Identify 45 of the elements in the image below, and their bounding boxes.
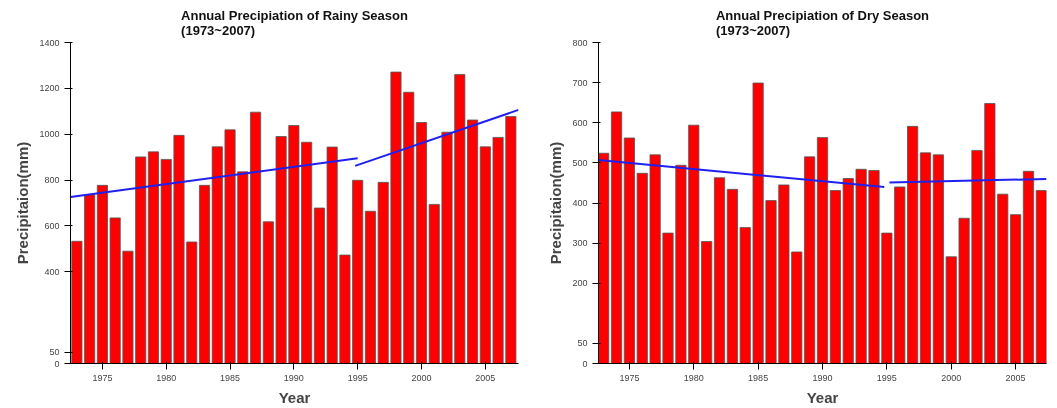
y-tick-label: 1200 bbox=[39, 83, 60, 94]
y-tick-label: 0 bbox=[582, 358, 588, 369]
bar bbox=[598, 152, 610, 364]
x-tick-label: 2000 bbox=[941, 372, 962, 383]
bar bbox=[1035, 190, 1047, 364]
y-tick-label: 600 bbox=[572, 117, 588, 128]
bar bbox=[415, 122, 427, 364]
bar bbox=[610, 111, 623, 364]
y-tick-label: 300 bbox=[572, 238, 588, 249]
y-axis-title: Precipitaion(mm) bbox=[14, 141, 32, 265]
x-tick-label: 1985 bbox=[748, 372, 769, 383]
x-tick-label: 2000 bbox=[411, 372, 432, 383]
y-tick-label: 800 bbox=[44, 175, 60, 186]
x-tick-label: 1990 bbox=[283, 372, 304, 383]
y-tick-label: 500 bbox=[572, 157, 588, 168]
x-tick-label: 1975 bbox=[619, 372, 640, 383]
y-tick-label: 800 bbox=[572, 37, 588, 48]
y-tick-label: 1400 bbox=[39, 37, 60, 48]
x-tick-label: 1980 bbox=[156, 372, 177, 383]
chart-title: Annual Precipiation of Rainy Season (1973~2007) bbox=[181, 7, 408, 38]
x-tick-label: 1980 bbox=[683, 372, 704, 383]
x-tick-label: 2005 bbox=[1005, 372, 1026, 383]
y-axis-title: Precipitaion(mm) bbox=[547, 141, 565, 265]
x-tick-label: 1975 bbox=[92, 372, 113, 383]
bar bbox=[919, 152, 932, 364]
y-tick-label: 600 bbox=[44, 220, 60, 231]
y-tick-label: 1000 bbox=[39, 129, 60, 140]
chart-title: Annual Precipiation of Dry Season (1973~2007) bbox=[715, 7, 930, 38]
x-axis-title: Year bbox=[278, 388, 311, 406]
bar bbox=[713, 177, 726, 364]
y-tick-label: 200 bbox=[572, 278, 588, 289]
x-tick-label: 1990 bbox=[812, 372, 833, 383]
x-axis-title: Year bbox=[806, 388, 839, 406]
x-tick-label: 1995 bbox=[876, 372, 897, 383]
bar bbox=[1022, 170, 1035, 364]
x-tick-label: 1985 bbox=[220, 372, 241, 383]
y-tick-label: 400 bbox=[44, 266, 60, 277]
y-tick-label: 50 bbox=[49, 347, 60, 358]
y-tick-label: 50 bbox=[577, 338, 588, 349]
y-tick-label: 0 bbox=[54, 358, 60, 369]
y-tick-label: 700 bbox=[572, 77, 588, 88]
bar bbox=[816, 137, 829, 364]
y-tick-label: 400 bbox=[572, 198, 588, 208]
x-tick-label: 1995 bbox=[347, 372, 368, 383]
x-tick-label: 2005 bbox=[475, 372, 496, 383]
